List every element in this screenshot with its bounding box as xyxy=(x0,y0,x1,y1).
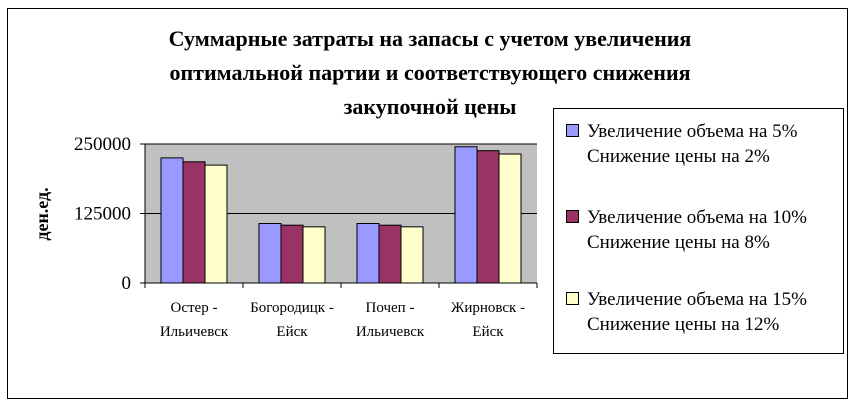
legend-label-line: Увеличение объема на 5% xyxy=(587,121,798,142)
legend-label: Увеличение объема на 10% Снижение цены на… xyxy=(587,205,807,255)
x-tick-label: Жирновск - xyxy=(451,300,525,316)
bar xyxy=(476,150,500,284)
bar xyxy=(280,224,304,284)
chart-title-line-3: закупочной цены xyxy=(343,94,517,119)
legend-swatch xyxy=(566,292,579,305)
legend-item: Увеличение объема на 5% Снижение цены на … xyxy=(566,119,797,169)
legend-item: Увеличение объема на 10% Снижение цены на… xyxy=(566,205,807,255)
y-tick-label: 250000 xyxy=(74,134,131,155)
y-tick-label: 125000 xyxy=(74,204,131,225)
bar xyxy=(182,161,206,284)
bar xyxy=(258,223,282,284)
bar xyxy=(160,157,184,284)
legend-label-line: Снижение цены на 8% xyxy=(587,232,770,253)
legend-label: Увеличение объема на 15% Снижение цены на… xyxy=(587,287,807,337)
x-tick-label: Богородицк - xyxy=(250,300,334,316)
x-tick-label: Ейск xyxy=(472,324,504,340)
bar xyxy=(356,223,380,284)
bar xyxy=(204,164,228,284)
legend: Увеличение объема на 5% Снижение цены на … xyxy=(553,108,844,354)
chart-title: Суммарные затраты на запасы с учетом уве… xyxy=(60,22,800,124)
legend-label-line: Увеличение объема на 10% xyxy=(587,207,807,228)
legend-label-line: Снижение цены на 2% xyxy=(587,146,770,167)
legend-swatch xyxy=(566,124,579,137)
bar xyxy=(400,226,424,284)
x-tick-label: Остер - xyxy=(171,300,218,316)
x-tick-label: Ильичевск xyxy=(160,324,229,340)
chart-title-line-1: Суммарные затраты на запасы с учетом уве… xyxy=(168,26,692,51)
bar xyxy=(454,146,478,284)
chart-title-line-2: оптимальной партии и соответствующего сн… xyxy=(169,60,691,85)
x-tick-label: Почеп - xyxy=(366,300,415,316)
x-tick-label: Ильичевск xyxy=(356,324,425,340)
bar xyxy=(498,153,522,284)
x-tick-label: Ейск xyxy=(276,324,308,340)
y-axis-label: ден.ед. xyxy=(32,187,52,240)
y-tick-label: 0 xyxy=(122,273,132,294)
legend-label: Увеличение объема на 5% Снижение цены на … xyxy=(587,119,797,169)
legend-item: Увеличение объема на 15% Снижение цены на… xyxy=(566,287,807,337)
legend-swatch xyxy=(566,210,579,223)
legend-label-line: Увеличение объема на 15% xyxy=(587,289,807,310)
bar xyxy=(302,226,326,284)
bar xyxy=(378,224,402,284)
legend-label-line: Снижение цены на 12% xyxy=(587,314,780,335)
